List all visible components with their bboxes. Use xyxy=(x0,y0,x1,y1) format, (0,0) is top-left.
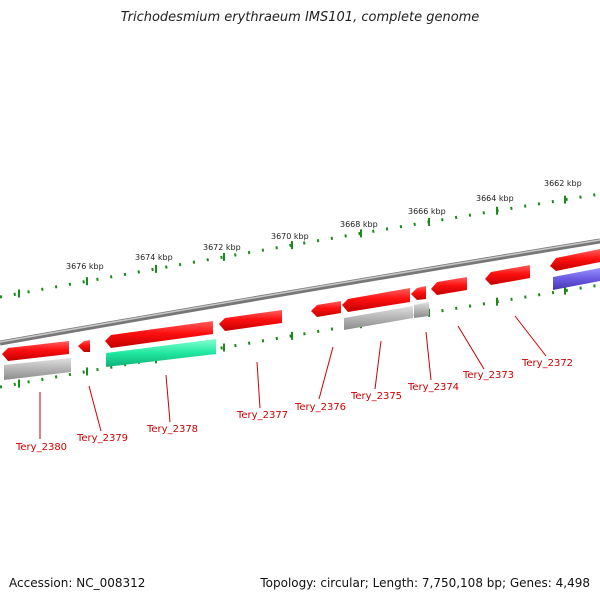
gene-rna-tery-2374 xyxy=(414,302,429,318)
gene-aux-tery-2378 xyxy=(106,339,216,367)
gene-rna-tery-2375 xyxy=(344,306,413,330)
gene-arrow-tery-2376 xyxy=(311,301,341,317)
gene-label-tery-2374: Tery_2374 xyxy=(407,382,459,393)
gene-label-tery-2376: Tery_2376 xyxy=(294,402,346,413)
gene-arrow-tery-2374-fwd xyxy=(431,277,467,295)
gene-label-tery-2377: Tery_2377 xyxy=(236,410,288,421)
topology-text: Topology: circular; Length: 7,750,108 bp… xyxy=(260,576,590,590)
lower-scale-dots xyxy=(0,283,600,389)
lower-major-ticks xyxy=(18,286,566,388)
gene-arrow-tery-2380 xyxy=(2,341,69,361)
kbp-label-3670: 3670 kbp xyxy=(271,232,309,241)
gene-arrow-tery-2374 xyxy=(411,286,426,300)
kbp-label-3666: 3666 kbp xyxy=(408,207,446,216)
genome-backbone xyxy=(0,238,600,346)
kbp-label-3668: 3668 kbp xyxy=(340,220,378,229)
gene-features xyxy=(2,249,600,380)
gene-label-tery-2372: Tery_2372 xyxy=(521,358,573,369)
kbp-label-3662: 3662 kbp xyxy=(544,179,582,188)
gene-label-tery-2380: Tery_2380 xyxy=(15,442,67,453)
map-title: Trichodesmium erythraeum IMS101, complet… xyxy=(120,10,480,25)
gene-rna-tery-2380 xyxy=(4,358,71,380)
label-leaders xyxy=(39,315,547,439)
gene-label-tery-2378: Tery_2378 xyxy=(146,424,198,435)
accession-text: Accession: NC_008312 xyxy=(9,576,146,590)
kbp-label-3674: 3674 kbp xyxy=(135,253,173,262)
gene-label-tery-2379: Tery_2379 xyxy=(76,433,128,444)
gene-arrow-tery-2372-a xyxy=(550,249,600,271)
gene-label-tery-2375: Tery_2375 xyxy=(350,391,402,402)
gene-arrow-tery-2377 xyxy=(219,310,282,331)
gene-arrow-tery-2372-b xyxy=(553,268,600,290)
genome-backbone-highlight xyxy=(0,239,600,343)
kbp-label-3672: 3672 kbp xyxy=(203,243,241,252)
kbp-label-3664: 3664 kbp xyxy=(476,194,514,203)
gene-label-tery-2373: Tery_2373 xyxy=(462,370,514,381)
gene-arrow-tery-2373 xyxy=(485,265,530,285)
gene-arrow-tery-2378 xyxy=(105,321,213,348)
upper-scale-dots xyxy=(0,192,600,299)
gene-labels: Tery_2372 Tery_2373 Tery_2374 Tery_2375 … xyxy=(15,358,573,453)
gene-arrow-tery-2375 xyxy=(342,288,410,312)
upper-major-ticks xyxy=(18,195,566,298)
kbp-labels: 3662 kbp 3664 kbp 3666 kbp 3668 kbp 3670… xyxy=(66,179,582,271)
gene-arrow-tery-2379 xyxy=(78,340,90,352)
kbp-label-3676: 3676 kbp xyxy=(66,262,104,271)
